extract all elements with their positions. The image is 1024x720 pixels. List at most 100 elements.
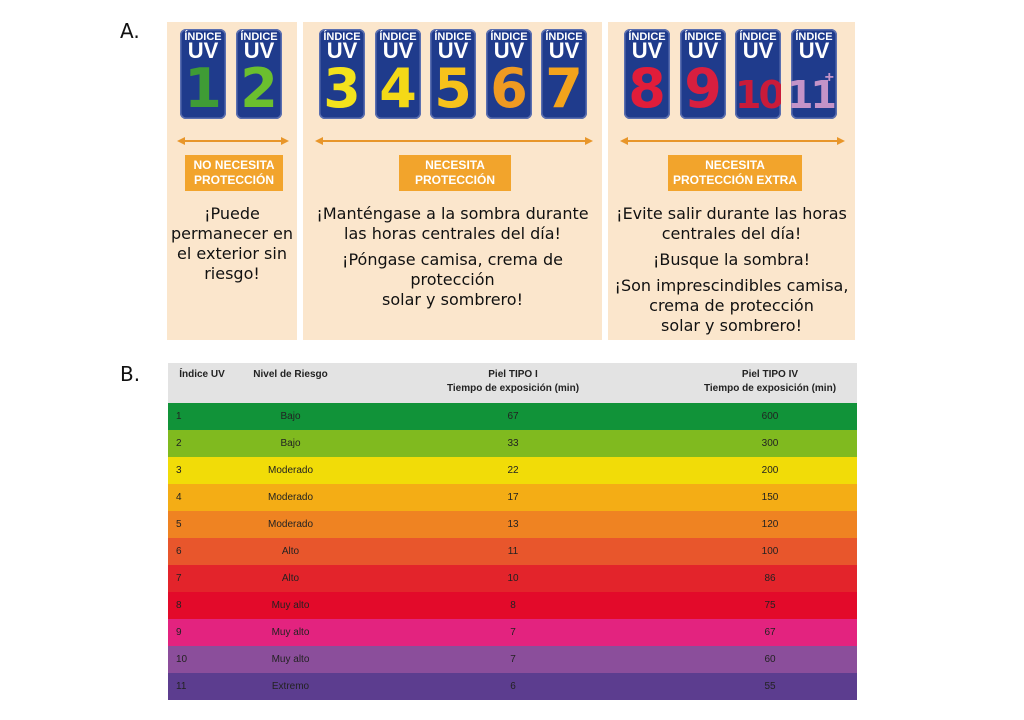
cell-index: 8 <box>176 600 182 611</box>
cell-risk: Muy alto <box>271 654 310 665</box>
cell-type1: 33 <box>507 438 519 449</box>
uv-card-header: ÍNDICE <box>628 31 666 43</box>
cell-index: 2 <box>176 438 182 449</box>
advice-line: solar y sombrero! <box>661 316 802 335</box>
cell-type4: 120 <box>761 519 779 530</box>
cell-index: 10 <box>176 654 188 665</box>
header-type4-line2: Tiempo de exposición (min) <box>703 383 837 394</box>
uv-card-uv: UV <box>493 38 525 63</box>
cell-type4: 150 <box>761 492 779 503</box>
advice-line: ¡Son imprescindibles camisa, <box>614 276 849 295</box>
table-row: 2 Bajo 33 300 <box>168 430 857 457</box>
advice-line: ¡Busque la sombra! <box>652 250 811 269</box>
cell-risk: Muy alto <box>271 600 310 611</box>
range-arrow-icon <box>177 137 289 145</box>
cell-type1: 22 <box>507 465 519 476</box>
protection-badge: NO NECESITA PROTECCIÓN <box>185 155 283 191</box>
uv-card-number: 4 <box>379 57 417 119</box>
cell-type1: 7 <box>510 627 516 638</box>
protection-badge: NECESITA PROTECCIÓN EXTRA <box>668 155 802 191</box>
uv-card-number: 1 <box>184 57 222 119</box>
cell-type4: 300 <box>761 438 779 449</box>
cell-type1: 11 <box>507 546 519 557</box>
uv-card-uv: UV <box>742 38 774 63</box>
panel-advice: ¡Puede permanecer en el exterior sin rie… <box>167 204 297 284</box>
header-type1: Piel TIPO I Tiempo de exposición (min) <box>363 368 663 396</box>
uv-card-number: 11 <box>791 73 837 117</box>
uv-card-uv: UV <box>798 38 830 63</box>
header-type1-line2: Tiempo de exposición (min) <box>446 383 580 394</box>
table-row: 7 Alto 10 86 <box>168 565 857 592</box>
cell-risk: Muy alto <box>271 627 310 638</box>
uv-card-4: ÍNDICE UV 4 <box>375 29 421 119</box>
cell-type4: 86 <box>764 573 776 584</box>
badge-line: NECESITA <box>705 158 765 172</box>
cell-index: 5 <box>176 519 182 530</box>
cell-type4: 55 <box>764 681 776 692</box>
cell-type4: 67 <box>764 627 776 638</box>
cell-type1: 13 <box>507 519 519 530</box>
uv-card-1: ÍNDICE UV 1 <box>180 29 226 119</box>
uv-card-7: ÍNDICE UV 7 <box>541 29 587 119</box>
cell-type1: 6 <box>510 681 516 692</box>
uv-card-uv: UV <box>243 38 275 63</box>
table-row: 6 Alto 11 100 <box>168 538 857 565</box>
cell-type1: 10 <box>507 573 519 584</box>
cell-type1: 17 <box>507 492 519 503</box>
advice-line: ¡Póngase camisa, crema de protección <box>342 250 563 289</box>
protection-badge: NECESITA PROTECCIÓN <box>399 155 511 191</box>
uv-card-plus: + <box>824 69 834 86</box>
uv-card-6: ÍNDICE UV 6 <box>486 29 532 119</box>
section-a-label: A. <box>120 19 140 43</box>
advice-line: ¡Manténgase a la sombra durante <box>316 204 589 223</box>
badge-line: PROTECCIÓN <box>414 173 495 187</box>
advice-line: solar y sombrero! <box>382 290 523 309</box>
cell-index: 11 <box>176 681 187 692</box>
cell-risk: Bajo <box>280 438 301 449</box>
table-header: Índice UV Nivel de Riesgo Piel TIPO I Ti… <box>168 363 857 403</box>
uv-card-number: 3 <box>323 57 361 119</box>
table-row: 4 Moderado 17 150 <box>168 484 857 511</box>
cell-risk: Bajo <box>280 411 301 422</box>
uv-card-9: ÍNDICE UV 9 <box>680 29 726 119</box>
cell-risk: Moderado <box>267 492 314 503</box>
header-type4-line1: Piel TIPO IV <box>741 369 799 380</box>
range-arrow-icon <box>620 137 845 145</box>
uv-card-number: 9 <box>684 57 722 119</box>
cell-index: 1 <box>176 411 182 422</box>
cell-index: 6 <box>176 546 182 557</box>
advice-line: las horas centrales del día! <box>344 224 561 243</box>
range-arrow-icon <box>315 137 593 145</box>
cell-index: 7 <box>176 573 182 584</box>
uv-card-number: 10 <box>735 73 781 117</box>
table-row: 9 Muy alto 7 67 <box>168 619 857 646</box>
uv-card-2: ÍNDICE UV 2 <box>236 29 282 119</box>
uv-card-8: ÍNDICE UV 8 <box>624 29 670 119</box>
section-b-label: B. <box>120 362 141 386</box>
advice-line: centrales del día! <box>661 224 802 243</box>
cell-risk: Alto <box>281 573 300 584</box>
cell-type4: 60 <box>764 654 776 665</box>
uv-panel-low: ÍNDICE UV 1 ÍNDICE UV 2 NO NECESITA PROT… <box>167 22 297 340</box>
cell-index: 4 <box>176 492 182 503</box>
uv-card-uv: UV <box>187 38 219 63</box>
uv-card-header: ÍNDICE <box>490 31 528 43</box>
cell-type1: 67 <box>507 411 519 422</box>
uv-card-3: ÍNDICE UV 3 <box>319 29 365 119</box>
panel-advice: ¡Manténgase a la sombra durante las hora… <box>303 204 602 310</box>
cell-risk: Moderado <box>267 465 314 476</box>
uv-card-uv: UV <box>687 38 719 63</box>
cell-index: 3 <box>176 465 182 476</box>
cell-type4: 75 <box>764 600 776 611</box>
uv-card-uv: UV <box>437 38 469 63</box>
badge-line: PROTECCIÓN EXTRA <box>672 173 797 187</box>
cell-type1: 7 <box>510 654 516 665</box>
uv-card-header: ÍNDICE <box>323 31 361 43</box>
uv-card-header: ÍNDICE <box>434 31 472 43</box>
uv-panel-moderate: ÍNDICE UV 3 ÍNDICE UV 4 ÍNDICE UV 5 ÍNDI… <box>303 22 602 340</box>
uv-card-header: ÍNDICE <box>684 31 722 43</box>
header-type4: Piel TIPO IV Tiempo de exposición (min) <box>683 368 857 396</box>
uv-card-11: ÍNDICE UV 11 + <box>791 29 837 119</box>
uv-card-header: ÍNDICE <box>739 31 777 43</box>
uv-card-number: 2 <box>240 57 278 119</box>
